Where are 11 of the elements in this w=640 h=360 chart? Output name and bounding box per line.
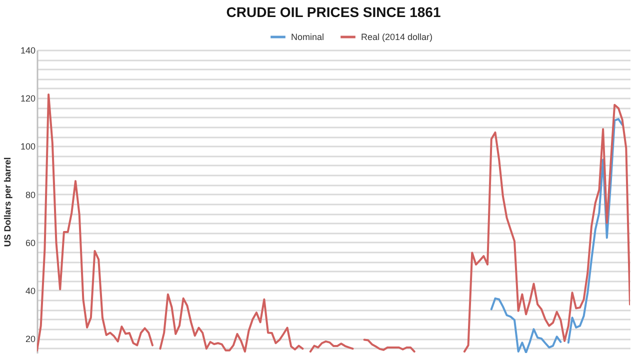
legend-label: Nominal bbox=[291, 32, 324, 42]
y-tick-label: 100 bbox=[20, 142, 36, 152]
y-axis-title: US Dollars per barrel bbox=[2, 157, 12, 247]
legend-label: Real (2014 dollar) bbox=[361, 32, 433, 42]
chart-title: CRUDE OIL PRICES SINCE 1861 bbox=[226, 4, 441, 20]
y-tick-label: 120 bbox=[20, 94, 36, 104]
y-tick-label: 40 bbox=[25, 286, 36, 296]
y-tick-label: 20 bbox=[25, 334, 36, 344]
y-tick-label: 140 bbox=[20, 46, 36, 56]
y-tick-label: 80 bbox=[25, 190, 36, 200]
y-tick-label: 60 bbox=[25, 238, 36, 248]
